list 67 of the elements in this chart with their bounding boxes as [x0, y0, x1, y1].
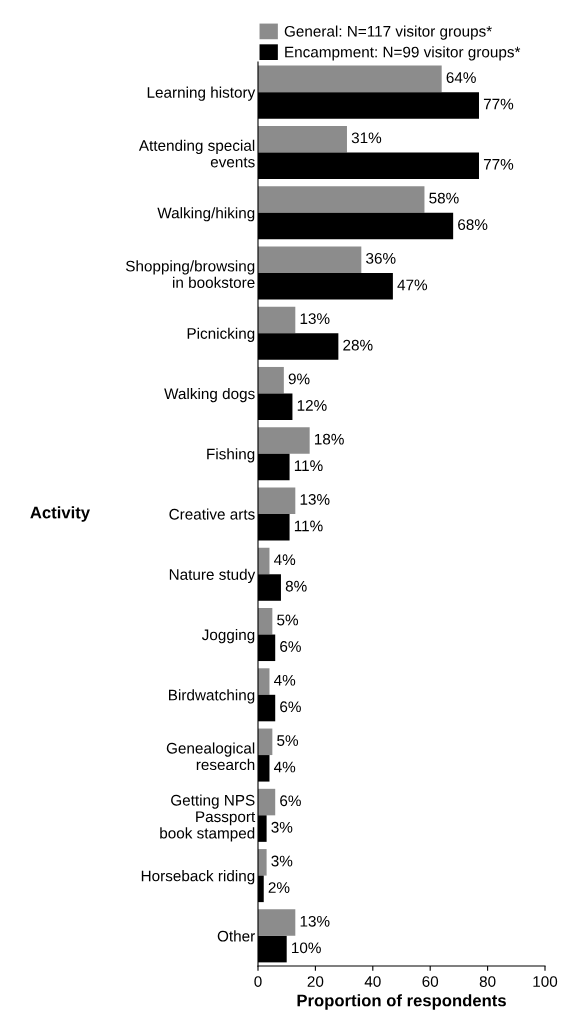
data-label: 77% [483, 98, 514, 110]
bar [258, 909, 296, 936]
data-label: 36% [366, 252, 396, 264]
data-label: 6% [280, 701, 301, 713]
data-label: 4% [274, 554, 296, 566]
data-label: 5% [277, 735, 299, 746]
data-label: 64% [446, 72, 476, 83]
data-label: 4% [274, 761, 296, 773]
x-tick-label: 40 [364, 976, 381, 987]
data-label: 58% [429, 192, 459, 204]
y-tick-label: Getting NPS Passport book stamped [160, 794, 256, 842]
data-label: 5% [277, 614, 299, 626]
bar [258, 306, 296, 334]
y-tick-label: Shopping/browsing in bookstore [125, 260, 255, 288]
data-label: 11% [294, 460, 323, 472]
y-tick-label: Genealogical research [166, 742, 255, 771]
data-label: 11% [294, 520, 323, 532]
data-label: 68% [458, 219, 488, 231]
data-label: 6% [280, 795, 301, 807]
legend-label: General: N=117 visitor groups* [284, 25, 492, 40]
bar [258, 608, 273, 635]
data-label: 28% [343, 339, 373, 351]
x-tick-label: 80 [479, 976, 496, 987]
y-tick-label: Other [217, 930, 255, 942]
data-label: 18% [314, 433, 344, 445]
data-label: 2% [268, 882, 290, 893]
y-tick-label: Attending special events [138, 139, 255, 168]
bar [258, 186, 425, 213]
y-axis-title: Activity [30, 506, 90, 522]
data-label: 77% [483, 159, 514, 170]
x-tick-label: 20 [307, 976, 324, 987]
bar [258, 849, 267, 876]
bar [258, 366, 284, 394]
y-tick-label: Jogging [201, 629, 255, 644]
data-label: 10% [292, 942, 321, 954]
data-label: 3% [271, 821, 293, 833]
y-tick-label: Birdwatching [169, 689, 255, 704]
y-tick-label: Walking/hiking [157, 207, 255, 222]
legend-label: Encampment: N=99 visitor groups* [285, 46, 521, 61]
data-label: 9% [288, 373, 310, 385]
data-label: 3% [271, 855, 293, 867]
y-tick-label: Learning history [147, 86, 256, 101]
x-tick-label: 60 [422, 976, 439, 987]
data-label: 4% [274, 674, 296, 686]
bar [258, 246, 362, 273]
bar [258, 65, 442, 93]
y-tick-label: Horseback riding [141, 870, 255, 885]
data-label: 6% [280, 641, 301, 652]
bar [258, 788, 276, 816]
y-tick-label: Fishing [207, 448, 255, 463]
data-label: 13% [300, 915, 330, 927]
x-tick-label: 100 [533, 976, 558, 987]
x-axis-title: Proportion of respondents [297, 994, 506, 1010]
bar [258, 125, 347, 153]
y-tick-label: Creative arts [169, 508, 255, 520]
data-label: 12% [297, 400, 327, 411]
y-tick-label: Nature study [169, 568, 256, 583]
x-tick-label: 0 [254, 976, 262, 987]
data-label: 31% [351, 132, 382, 144]
y-tick-label: Walking dogs [164, 387, 255, 403]
data-label: 13% [300, 313, 330, 325]
bar [258, 427, 310, 454]
data-label: 8% [285, 580, 307, 592]
bar [258, 487, 296, 514]
data-label: 47% [397, 279, 428, 291]
data-label: 13% [300, 494, 330, 505]
y-tick-label: Picnicking [187, 327, 255, 342]
